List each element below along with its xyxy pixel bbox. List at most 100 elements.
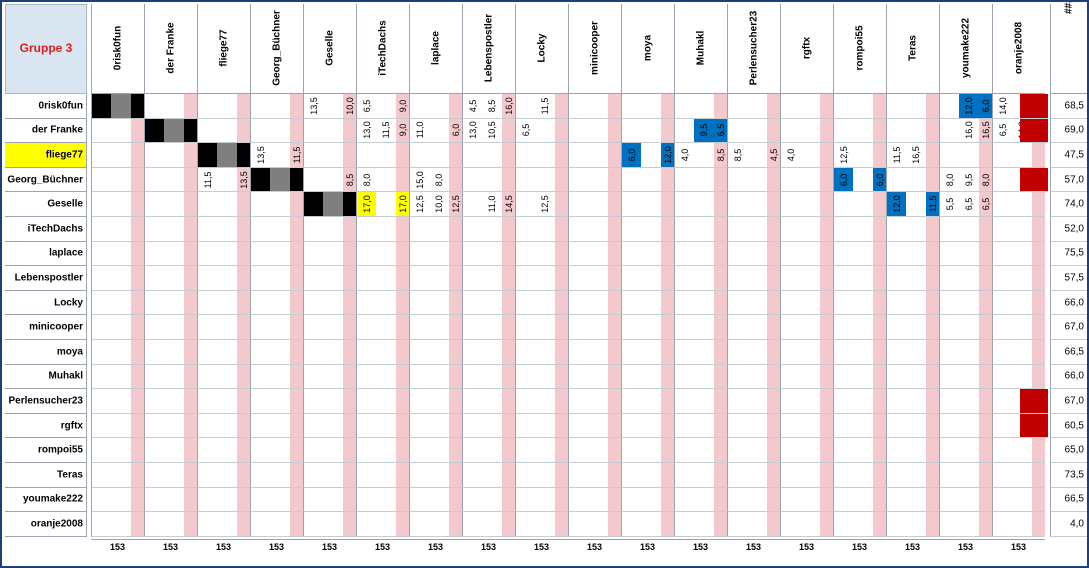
result-cell[interactable]	[250, 94, 270, 119]
result-cell[interactable]: 13,0	[356, 118, 376, 144]
result-cell[interactable]	[661, 94, 674, 119]
result-cell[interactable]	[886, 167, 906, 193]
result-cell[interactable]	[820, 167, 833, 193]
result-cell[interactable]	[780, 340, 800, 365]
result-cell[interactable]	[270, 217, 290, 242]
result-cell[interactable]	[800, 315, 820, 340]
result-cell[interactable]	[184, 192, 197, 217]
result-cell[interactable]	[780, 266, 800, 291]
result-cell[interactable]	[164, 217, 184, 242]
result-cell[interactable]	[959, 143, 979, 168]
result-cell[interactable]	[429, 438, 449, 463]
result-cell[interactable]: 16,5	[906, 143, 926, 168]
result-cell[interactable]	[1032, 487, 1045, 513]
result-cell[interactable]	[131, 290, 144, 316]
result-cell[interactable]	[217, 143, 237, 168]
result-cell[interactable]	[661, 413, 674, 439]
result-cell[interactable]	[462, 487, 482, 513]
result-cell[interactable]	[217, 217, 237, 242]
result-cell[interactable]	[144, 290, 164, 316]
result-cell[interactable]	[555, 512, 568, 537]
result-cell[interactable]	[535, 291, 555, 316]
result-cell[interactable]	[270, 463, 290, 488]
result-cell[interactable]	[290, 217, 303, 242]
result-cell[interactable]	[184, 167, 197, 193]
result-cell[interactable]	[144, 487, 164, 513]
result-cell[interactable]	[131, 192, 144, 217]
result-cell[interactable]	[429, 119, 449, 144]
result-cell[interactable]	[926, 463, 939, 488]
result-cell[interactable]	[939, 241, 959, 267]
result-cell[interactable]	[767, 266, 780, 291]
result-cell[interactable]	[873, 340, 886, 365]
result-cell[interactable]	[482, 315, 502, 340]
result-cell[interactable]	[674, 438, 694, 463]
result-cell[interactable]	[376, 266, 396, 291]
result-cell[interactable]	[535, 389, 555, 414]
result-cell[interactable]	[959, 438, 979, 463]
result-cell[interactable]	[343, 241, 356, 267]
result-cell[interactable]	[502, 217, 515, 242]
result-cell[interactable]: 6,5	[992, 118, 1012, 144]
result-cell[interactable]	[270, 365, 290, 390]
result-cell[interactable]	[131, 167, 144, 193]
result-cell[interactable]	[290, 167, 303, 193]
result-cell[interactable]	[694, 217, 714, 242]
result-cell[interactable]	[939, 512, 959, 537]
result-cell[interactable]	[164, 94, 184, 119]
result-cell[interactable]	[535, 512, 555, 537]
result-cell[interactable]	[164, 463, 184, 488]
result-cell[interactable]	[429, 143, 449, 168]
result-cell[interactable]	[237, 290, 250, 316]
result-cell[interactable]: 17,0	[396, 192, 409, 217]
result-cell[interactable]	[747, 217, 767, 242]
result-cell[interactable]	[588, 119, 608, 144]
result-cell[interactable]	[237, 389, 250, 414]
result-cell[interactable]	[111, 463, 131, 488]
result-cell[interactable]	[482, 340, 502, 365]
result-cell[interactable]	[502, 463, 515, 488]
result-cell[interactable]: 8,0	[979, 167, 992, 193]
result-cell[interactable]	[250, 340, 270, 365]
result-cell[interactable]	[144, 94, 164, 119]
result-cell[interactable]	[144, 167, 164, 193]
result-cell[interactable]	[237, 266, 250, 291]
result-cell[interactable]	[376, 315, 396, 340]
result-cell[interactable]	[482, 389, 502, 414]
result-cell[interactable]	[926, 167, 939, 193]
result-cell[interactable]	[555, 143, 568, 168]
result-cell[interactable]	[873, 217, 886, 242]
result-cell[interactable]	[91, 143, 111, 168]
row-header[interactable]: oranje2008	[5, 512, 87, 537]
result-cell[interactable]	[197, 413, 217, 439]
result-cell[interactable]	[555, 192, 568, 217]
result-cell[interactable]	[727, 94, 747, 119]
result-cell[interactable]	[217, 168, 237, 193]
result-cell[interactable]	[343, 364, 356, 390]
result-cell[interactable]	[747, 266, 767, 291]
result-cell[interactable]	[608, 192, 621, 217]
result-cell[interactable]	[674, 413, 694, 439]
result-cell[interactable]	[91, 94, 111, 119]
result-cell[interactable]	[237, 463, 250, 488]
result-cell[interactable]	[992, 364, 1012, 390]
result-cell[interactable]	[197, 241, 217, 267]
result-cell[interactable]	[641, 512, 661, 537]
result-cell[interactable]	[641, 463, 661, 488]
result-cell[interactable]	[323, 463, 343, 488]
result-cell[interactable]	[714, 266, 727, 291]
result-cell[interactable]	[780, 364, 800, 390]
result-cell[interactable]	[515, 512, 535, 537]
result-cell[interactable]	[290, 192, 303, 217]
result-cell[interactable]	[959, 266, 979, 291]
result-cell[interactable]	[780, 217, 800, 242]
result-cell[interactable]	[250, 413, 270, 439]
result-cell[interactable]	[608, 512, 621, 537]
result-cell[interactable]	[608, 94, 621, 119]
result-cell[interactable]: 4,0	[780, 143, 800, 168]
result-cell[interactable]	[714, 364, 727, 390]
result-cell[interactable]	[449, 438, 462, 463]
result-cell[interactable]	[376, 242, 396, 267]
result-cell[interactable]	[906, 389, 926, 414]
result-cell[interactable]	[409, 241, 429, 267]
